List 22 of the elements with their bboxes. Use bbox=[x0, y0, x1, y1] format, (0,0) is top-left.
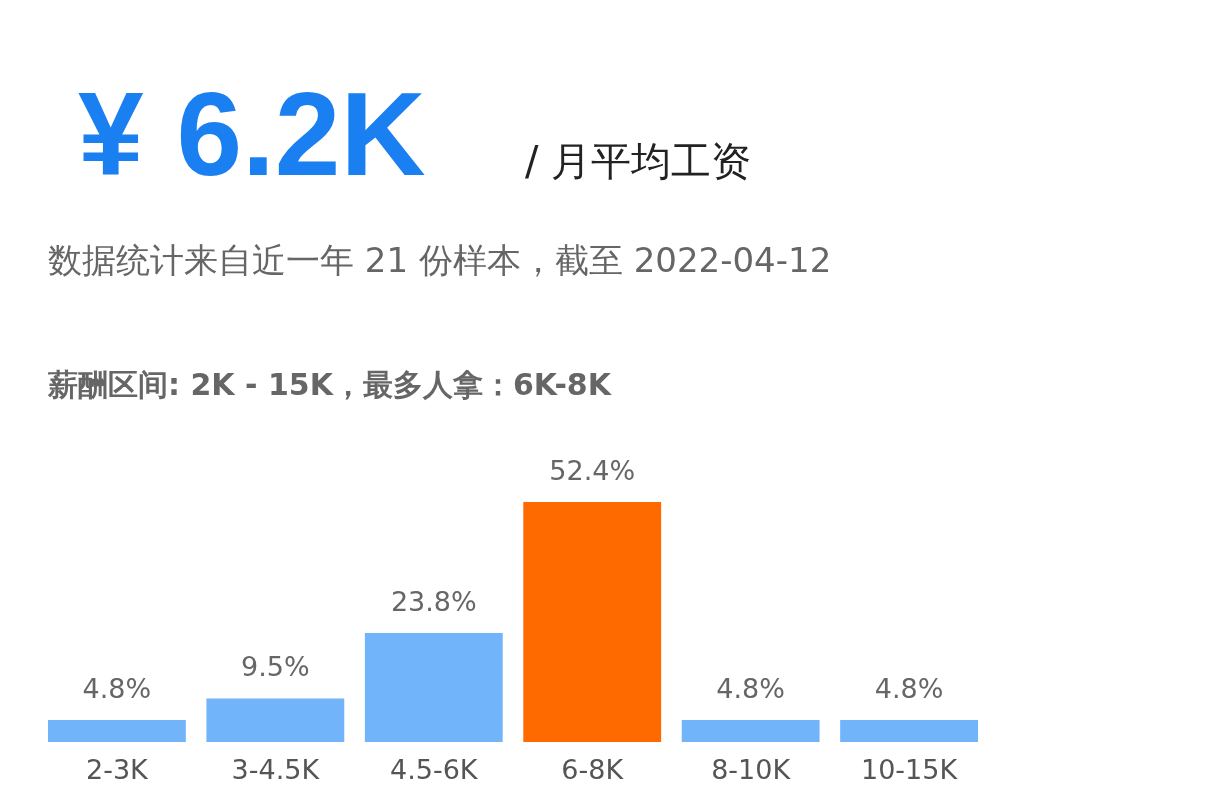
bar bbox=[840, 720, 978, 742]
x-tick-label: 6-8K bbox=[561, 754, 625, 786]
x-tick-label: 10-15K bbox=[861, 754, 959, 786]
text: 薪酬区间: 2K - 15K，最多人拿：6K-8K bbox=[47, 367, 613, 402]
text: 数据统计来自近一年 21 份样本，截至 2022-04-12 bbox=[48, 240, 832, 280]
x-tick-label: 3-4.5K bbox=[231, 754, 321, 786]
bar bbox=[206, 698, 345, 742]
data-label: 4.8% bbox=[874, 673, 944, 705]
chart-title: ¥ 6.2K bbox=[78, 68, 426, 200]
data-label: 9.5% bbox=[241, 651, 310, 683]
data-label: 23.8% bbox=[390, 585, 477, 617]
data-label: 4.8% bbox=[716, 673, 785, 705]
bar bbox=[48, 720, 186, 742]
bar bbox=[364, 632, 503, 742]
x-tick-label: 8-10K bbox=[711, 754, 792, 786]
x-tick-label: 2-3K bbox=[86, 754, 150, 786]
bar bbox=[523, 502, 662, 742]
chart-subtitle: / 月平均工资 bbox=[525, 138, 752, 184]
data-label: 4.8% bbox=[82, 673, 152, 705]
x-tick-label: 4.5-6K bbox=[389, 754, 479, 786]
data-label: 52.4% bbox=[549, 455, 636, 486]
bar bbox=[681, 720, 820, 742]
